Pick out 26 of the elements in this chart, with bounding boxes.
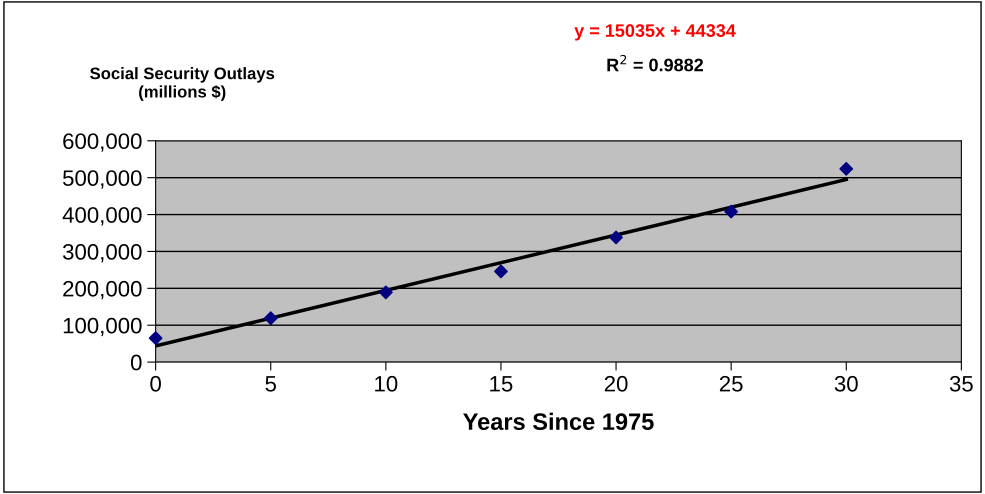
point: [264, 311, 278, 326]
y-tick-label: 0: [130, 354, 142, 370]
point: [609, 230, 623, 244]
x-tick-label: 15: [490, 376, 512, 392]
x-tick-label: 25: [720, 376, 743, 392]
point: [494, 264, 508, 278]
x-axis-title: Years Since 1975: [463, 412, 654, 430]
point: [839, 162, 854, 176]
y-tick-label: 200,000: [63, 280, 142, 300]
point: [724, 204, 738, 219]
chart-title: Social Security Outlays (millions $): [90, 67, 274, 101]
text: R$^{2}$ = 0.9882: [607, 54, 704, 72]
point: [378, 285, 393, 300]
x-tick-label: 5: [265, 376, 276, 392]
x-tick-label: 10: [375, 376, 398, 392]
y-tick-label: 300,000: [62, 244, 142, 262]
x-tick-label: 35: [950, 376, 973, 392]
x-tick-label: 30: [834, 376, 858, 392]
point: [148, 331, 163, 346]
x-tick-label: 0: [150, 376, 161, 392]
x-tick-label: 20: [604, 376, 628, 392]
y-tick-label: 600,000: [63, 133, 142, 152]
y-tick-label: 100,000: [64, 318, 142, 336]
y-tick-label: 500,000: [63, 170, 142, 189]
text: y = 15035x + 44334: [574, 24, 736, 41]
y-tick-label: 400,000: [62, 207, 142, 226]
